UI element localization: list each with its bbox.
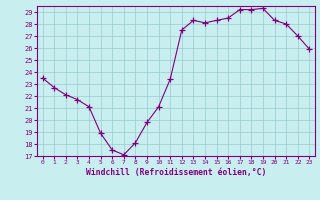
X-axis label: Windchill (Refroidissement éolien,°C): Windchill (Refroidissement éolien,°C) bbox=[86, 168, 266, 177]
